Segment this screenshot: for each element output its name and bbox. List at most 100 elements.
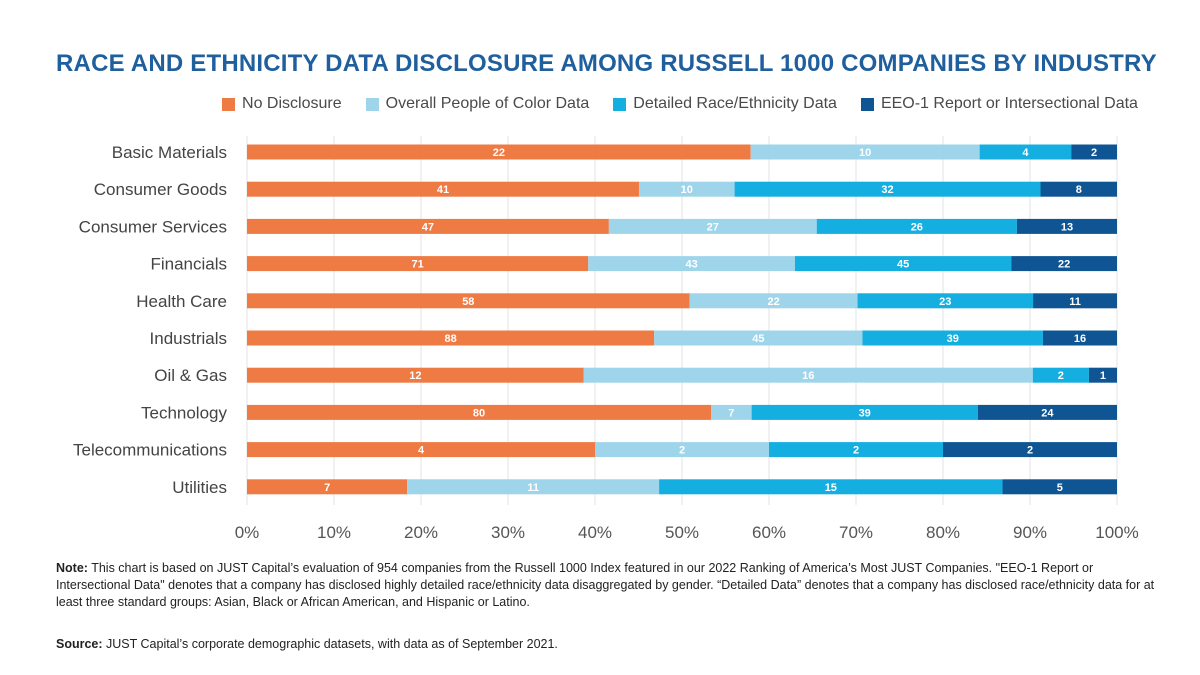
bar-segment: [943, 442, 1117, 458]
bar-segment: [247, 367, 584, 383]
data-label: 2: [1091, 147, 1097, 159]
data-label: 16: [1074, 333, 1086, 345]
bar-segment: [407, 479, 660, 495]
data-label: 11: [1069, 296, 1081, 308]
bar-segment: [247, 293, 690, 309]
bar-segment: [659, 479, 1003, 495]
bar-segment: [794, 256, 1012, 272]
data-label: 88: [444, 333, 456, 345]
x-tick-label: 20%: [404, 523, 438, 542]
bar-segment: [247, 330, 655, 346]
data-label: 12: [409, 370, 421, 382]
category-label: Utilities: [172, 478, 227, 497]
data-label: 5: [1057, 482, 1063, 494]
bar-segment: [977, 404, 1117, 420]
legend-label: Overall People of Color Data: [385, 95, 590, 112]
data-label: 23: [939, 296, 951, 308]
data-label: 47: [422, 221, 434, 233]
data-label: 13: [1061, 221, 1073, 233]
bar-segment: [654, 330, 863, 346]
data-label: 1: [1100, 370, 1106, 382]
data-label: 27: [707, 221, 719, 233]
category-label: Financials: [150, 255, 227, 274]
x-tick-label: 0%: [235, 523, 260, 542]
x-tick-label: 100%: [1095, 523, 1138, 542]
bar-segment: [734, 181, 1041, 197]
legend-label: Detailed Race/Ethnicity Data: [633, 95, 837, 112]
legend-item: EEO-1 Report or Intersectional Data: [860, 95, 1138, 113]
bar-chart: 0% 10% 20% 30% 40% 50% 60% 70% 80% 90% 100% Basic M…: [73, 136, 1139, 542]
category-label: Consumer Goods: [94, 180, 227, 199]
data-label: 4: [418, 445, 425, 457]
bar-segment: [1032, 367, 1089, 383]
data-label: 22: [767, 296, 779, 308]
source-text: JUST Capital’s corporate demographic dat…: [102, 637, 558, 651]
chart-note: Note: This chart is based on JUST Capita…: [56, 560, 1166, 611]
data-label: 7: [324, 482, 330, 494]
data-label: 4: [1022, 147, 1029, 159]
bar-segment: [247, 144, 751, 160]
bar-segment: [247, 479, 408, 495]
bar-segment: [1071, 144, 1117, 160]
data-label: 45: [752, 333, 764, 345]
legend-swatch: [365, 97, 379, 111]
data-label: 2: [1058, 370, 1064, 382]
legend-label: No Disclosure: [242, 95, 342, 112]
bar-segment: [1088, 367, 1117, 383]
note-text: This chart is based on JUST Capital’s ev…: [56, 561, 1155, 609]
data-label: 2: [853, 445, 859, 457]
bar-segment: [588, 256, 795, 272]
bar-segment: [247, 181, 639, 197]
data-label: 24: [1041, 407, 1054, 419]
data-label: 8: [1076, 184, 1082, 196]
bar-segment: [750, 144, 980, 160]
source-label: Source:: [56, 637, 103, 651]
legend-swatch: [222, 97, 236, 111]
data-label: 71: [412, 259, 424, 271]
category-label: Technology: [141, 403, 228, 422]
x-tick-label: 50%: [665, 523, 699, 542]
data-label: 15: [825, 482, 837, 494]
data-label: 58: [462, 296, 474, 308]
data-label: 2: [1027, 445, 1033, 457]
legend-item: Detailed Race/Ethnicity Data: [613, 95, 837, 113]
bar-segment: [1040, 181, 1117, 197]
bar-segment: [862, 330, 1043, 346]
bar-segment: [638, 181, 735, 197]
data-label: 39: [947, 333, 959, 345]
x-tick-label: 40%: [578, 523, 612, 542]
bar-segment: [857, 293, 1034, 309]
x-tick-label: 80%: [926, 523, 960, 542]
data-label: 41: [437, 184, 449, 196]
bar-segment: [247, 404, 711, 420]
category-label: Basic Materials: [112, 143, 227, 162]
bar-segment: [751, 404, 978, 420]
x-tick-label: 30%: [491, 523, 525, 542]
data-label: 43: [685, 259, 697, 271]
bar-segment: [583, 367, 1033, 383]
x-tick-label: 10%: [317, 523, 351, 542]
bar-segment: [595, 442, 769, 458]
chart-legend: No Disclosure Overall People of Color Dat…: [200, 92, 1160, 116]
x-tick-label: 90%: [1013, 523, 1047, 542]
data-label: 10: [681, 184, 693, 196]
chart-title: RACE AND ETHNICITY DATA DISCLOSURE AMONG…: [56, 50, 1157, 77]
bar-segment: [1033, 293, 1117, 309]
x-tick-label: 70%: [839, 523, 873, 542]
data-label: 32: [881, 184, 893, 196]
data-label: 11: [527, 482, 539, 494]
data-label: 2: [679, 445, 685, 457]
bar-segment: [1016, 218, 1117, 234]
category-label: Consumer Services: [79, 217, 227, 236]
bar-segment: [816, 218, 1017, 234]
category-label: Oil & Gas: [154, 366, 227, 385]
bar-segment: [1042, 330, 1117, 346]
bar-segment: [979, 144, 1072, 160]
legend-item: Overall People of Color Data: [365, 95, 590, 113]
bar-segment: [247, 442, 595, 458]
legend-swatch: [613, 97, 627, 111]
data-label: 10: [859, 147, 871, 159]
data-label: 39: [859, 407, 871, 419]
data-label: 22: [1058, 259, 1070, 271]
legend-swatch: [860, 97, 874, 111]
